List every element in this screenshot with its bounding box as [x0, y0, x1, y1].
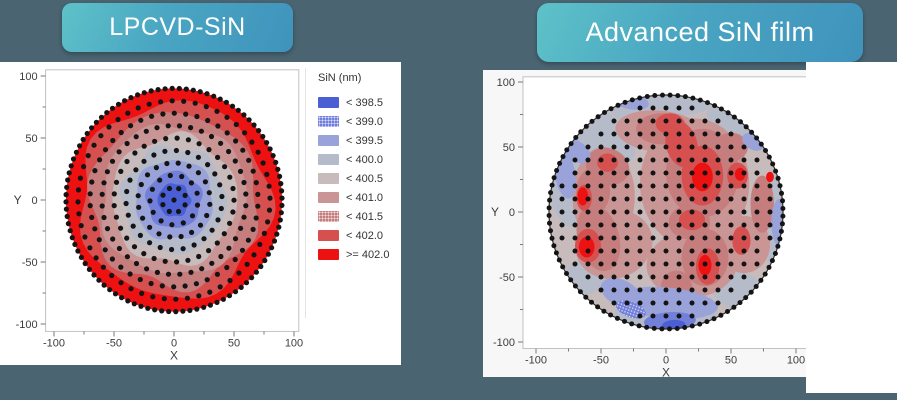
svg-text:50: 50 — [503, 142, 515, 154]
legend-entry: < 401.5 — [318, 207, 401, 226]
svg-text:-50: -50 — [22, 257, 38, 269]
legend-entry: < 402.0 — [318, 226, 401, 245]
legend-entry: < 401.0 — [318, 188, 401, 207]
wafer-contour-svg: -100 -50 0 50 100 100 50 0 -50 -100 X Y — [14, 69, 303, 362]
legend-entry-label: < 401.5 — [346, 210, 384, 223]
legend-swatch — [318, 192, 339, 203]
svg-text:0: 0 — [171, 337, 177, 349]
legend-entries: < 398.5 < 399.0 < 399.5 < 400.0 < 400.5 < 401… — [318, 93, 401, 264]
lpcvd-wafer-map: -100 -50 0 50 100 100 50 0 -50 -100 X Y — [0, 62, 305, 365]
legend-entry-label: >= 402.0 — [346, 248, 390, 261]
legend-entry-label: < 399.5 — [346, 134, 384, 147]
svg-text:-50: -50 — [593, 355, 609, 367]
legend-swatch — [318, 154, 339, 165]
legend-entry-label: < 402.0 — [346, 229, 384, 242]
svg-text:-100: -100 — [525, 355, 547, 367]
svg-text:50: 50 — [725, 355, 737, 367]
x-axis-label: X — [170, 348, 178, 362]
legend-entry: >= 402.0 — [318, 245, 401, 264]
advanced-wafer-map: -100 -50 0 50 100 100 50 0 -50 -100 X Y — [483, 70, 806, 377]
svg-text:0: 0 — [663, 355, 669, 367]
legend-swatch — [318, 230, 339, 241]
svg-text:0: 0 — [509, 207, 515, 219]
legend-entry-label: < 400.0 — [346, 153, 384, 166]
svg-text:100: 100 — [285, 337, 303, 349]
advanced-sin-chip: Advanced SiN film — [537, 3, 863, 62]
legend-swatch — [318, 173, 339, 184]
advanced-plot-panel: -100 -50 0 50 100 100 50 0 -50 -100 X Y — [483, 70, 806, 377]
svg-text:-100: -100 — [493, 337, 515, 349]
svg-text:-50: -50 — [106, 337, 122, 349]
legend-title: SiN (nm) — [318, 72, 362, 84]
legend-entry-label: < 399.0 — [346, 115, 384, 128]
svg-text:100: 100 — [497, 77, 515, 89]
svg-text:50: 50 — [228, 337, 240, 349]
svg-text:100: 100 — [19, 71, 37, 83]
advanced-sin-title: Advanced SiN film — [585, 17, 815, 47]
lpcvd-sin-title: LPCVD-SiN — [109, 13, 246, 41]
x-axis-label: X — [662, 366, 670, 378]
legend-entry-label: < 398.5 — [346, 96, 384, 109]
lpcvd-sin-chip: LPCVD-SiN — [62, 3, 293, 52]
white-strip — [806, 62, 897, 393]
legend-swatch — [318, 116, 339, 127]
legend-entry: < 399.0 — [318, 112, 401, 131]
legend-entry: < 400.0 — [318, 150, 401, 169]
y-axis-label: Y — [491, 205, 499, 219]
legend-entry-label: < 400.5 — [346, 172, 384, 185]
sin-legend: SiN (nm) < 398.5 < 399.0 < 399.5 < 400.0 < 4… — [305, 68, 401, 318]
wafer-contour-svg: -100 -50 0 50 100 100 50 0 -50 -100 X Y — [491, 76, 806, 378]
legend-entry-label: < 401.0 — [346, 191, 384, 204]
lpcvd-plot-panel: -100 -50 0 50 100 100 50 0 -50 -100 X Y SiN (nm) < … — [0, 62, 401, 365]
svg-text:50: 50 — [25, 133, 37, 145]
legend-swatch — [318, 135, 339, 146]
legend-swatch — [318, 249, 339, 260]
legend-swatch — [318, 97, 339, 108]
legend-entry: < 400.5 — [318, 169, 401, 188]
svg-text:-100: -100 — [43, 337, 65, 349]
legend-entry: < 399.5 — [318, 131, 401, 150]
svg-text:-50: -50 — [499, 272, 515, 284]
svg-text:100: 100 — [787, 355, 805, 367]
legend-swatch — [318, 211, 339, 222]
y-axis-label: Y — [14, 193, 22, 207]
legend-entry: < 398.5 — [318, 93, 401, 112]
svg-text:-100: -100 — [16, 319, 38, 331]
svg-text:0: 0 — [31, 195, 37, 207]
